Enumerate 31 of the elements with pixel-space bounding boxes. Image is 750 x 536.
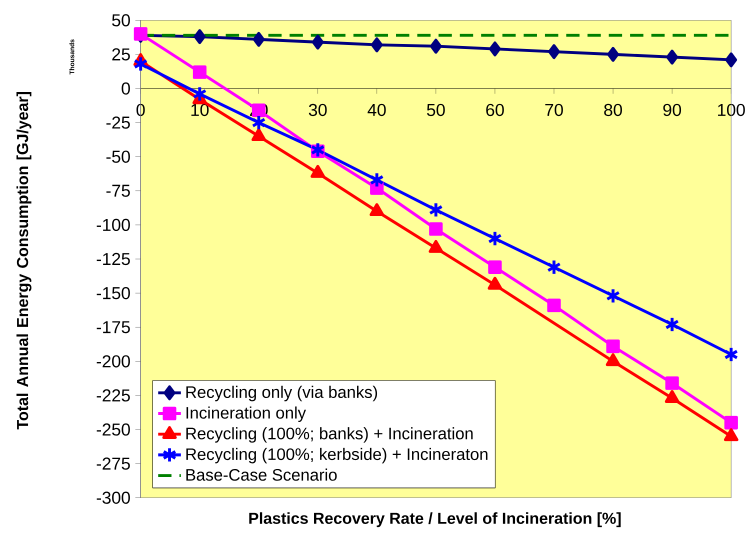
y-tick-label: -175 [96,321,130,334]
legend-label: Recycling only (via banks) [186,386,378,402]
legend-label: Incineration only [186,406,306,422]
y-axis-title: Total Annual Energy Consumption [GJ/year] [16,92,32,430]
y-tick-label: -225 [96,389,130,402]
x-tick-label: 40 [368,104,386,116]
x-tick-label: 100 [718,104,745,116]
y-tick-label: -300 [96,492,130,504]
x-tick-label: 50 [426,104,445,116]
y-tick-label: 0 [122,82,130,95]
y-tick-label: -100 [96,218,130,232]
y-tick-label: -25 [106,116,130,129]
y-tick-label: -75 [106,184,130,198]
x-tick-label: 30 [308,104,327,116]
y-tick-label: -200 [96,355,130,368]
y-tick-label: -275 [96,458,130,470]
y-tick-label: -50 [106,150,130,163]
y-tick-label: -250 [96,424,130,436]
legend-label: Recycling (100%; banks) + Incineration [186,427,473,443]
y-tick-label: 50 [112,14,130,27]
x-tick-label: 90 [663,104,682,116]
x-tick-label: 10 [191,104,209,116]
y-tick-label: -150 [96,287,130,300]
y-tick-label: 25 [112,48,130,61]
legend-label: Base-Case Scenario [186,468,337,481]
x-axis-title: Plastics Recovery Rate / Level of Incineration [%] [249,512,621,528]
x-tick-label: 60 [486,104,504,116]
x-tick-label: 80 [604,104,622,116]
x-tick-label: 70 [545,104,563,116]
legend-label: Recycling (100%; kerbside) + Incineraton [186,448,488,464]
y-tick-label: -125 [96,253,130,266]
